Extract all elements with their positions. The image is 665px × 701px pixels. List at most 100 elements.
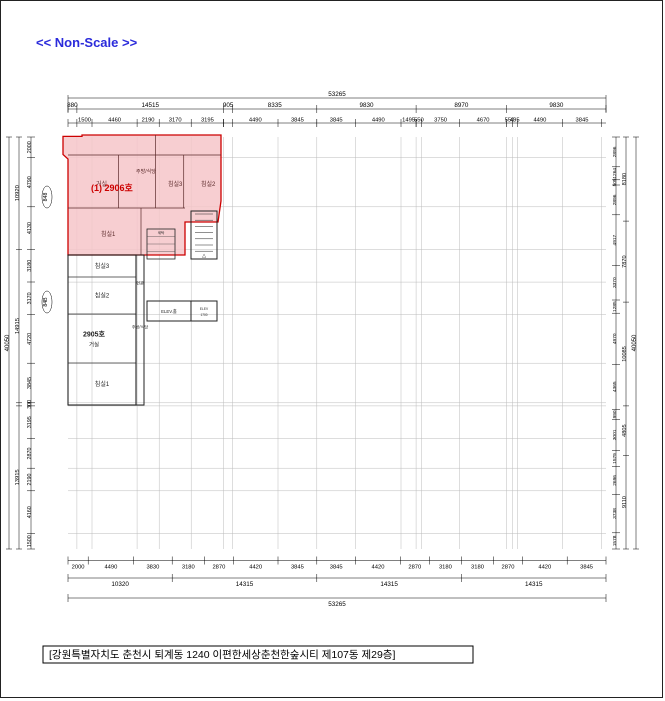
svg-text:40050: 40050 [5, 334, 11, 351]
svg-text:2870: 2870 [27, 448, 33, 460]
svg-text:주방/식당: 주방/식당 [136, 168, 156, 175]
svg-text:4490: 4490 [372, 118, 385, 124]
svg-text:1700: 1700 [200, 313, 207, 317]
svg-text:8970: 8970 [454, 102, 469, 109]
svg-text:3180: 3180 [182, 565, 195, 571]
svg-text:14315: 14315 [236, 581, 254, 588]
svg-text:2870: 2870 [212, 565, 225, 571]
svg-text:505: 505 [612, 178, 618, 186]
svg-text:2190: 2190 [142, 118, 155, 124]
svg-text:3170: 3170 [169, 118, 182, 124]
svg-text:[강원특별자치도 춘천시 퇴계동 1240 이편한세상춘천한: [강원특별자치도 춘천시 퇴계동 1240 이편한세상춘천한숲시티 제107동 … [49, 648, 395, 661]
svg-text:4420: 4420 [538, 565, 551, 571]
svg-text:990: 990 [612, 410, 618, 418]
svg-text:3845: 3845 [27, 377, 33, 389]
svg-text:1578: 1578 [612, 535, 618, 546]
svg-text:4805: 4805 [622, 424, 628, 436]
svg-text:4490: 4490 [533, 118, 546, 124]
svg-text:4420: 4420 [249, 565, 262, 571]
svg-text:3845: 3845 [291, 565, 304, 571]
svg-text:9830: 9830 [549, 102, 564, 109]
svg-text:3750: 3750 [434, 118, 447, 124]
svg-text:10320: 10320 [111, 581, 129, 588]
svg-text:4490: 4490 [104, 565, 117, 571]
svg-text:10085: 10085 [622, 346, 628, 362]
svg-text:2870: 2870 [408, 565, 421, 571]
svg-text:1500: 1500 [78, 118, 91, 124]
svg-text:1579: 1579 [612, 453, 618, 464]
svg-text:3180: 3180 [471, 565, 484, 571]
svg-text:9110: 9110 [622, 496, 628, 508]
svg-text:<< Non-Scale >>: << Non-Scale >> [36, 35, 138, 50]
svg-text:2870: 2870 [502, 565, 515, 571]
svg-text:1500: 1500 [27, 535, 33, 547]
svg-text:ELEV.홀: ELEV.홀 [161, 308, 177, 315]
svg-text:53265: 53265 [328, 601, 346, 608]
svg-text:4720: 4720 [27, 333, 33, 345]
svg-text:1264: 1264 [612, 168, 618, 179]
svg-text:2000: 2000 [72, 565, 85, 571]
svg-text:2190: 2190 [27, 474, 33, 486]
svg-text:3845: 3845 [576, 118, 589, 124]
svg-text:3830: 3830 [146, 565, 159, 571]
svg-text:3738: 3738 [612, 508, 618, 519]
svg-text:거실: 거실 [89, 341, 99, 349]
svg-text:침실3: 침실3 [168, 180, 183, 188]
svg-text:3845: 3845 [330, 118, 343, 124]
svg-text:3180: 3180 [27, 260, 33, 272]
svg-text:3001: 3001 [612, 429, 618, 440]
svg-text:2896: 2896 [612, 194, 618, 205]
svg-text:13915: 13915 [15, 469, 21, 485]
svg-text:4460: 4460 [108, 118, 121, 124]
svg-text:14315: 14315 [525, 581, 543, 588]
svg-text:3370: 3370 [612, 277, 618, 288]
svg-text:4490: 4490 [249, 118, 262, 124]
svg-text:침실1: 침실1 [101, 230, 116, 238]
svg-text:3195: 3195 [201, 118, 214, 124]
svg-text:△: △ [202, 253, 206, 259]
svg-text:3845: 3845 [291, 118, 304, 124]
svg-text:3170: 3170 [27, 292, 33, 304]
svg-text:4970: 4970 [612, 333, 618, 344]
svg-text:7870: 7870 [622, 255, 628, 267]
svg-text:40050: 40050 [632, 334, 638, 351]
svg-text:4130: 4130 [27, 222, 33, 234]
svg-text:848: 848 [43, 193, 49, 202]
svg-text:8335: 8335 [268, 102, 283, 109]
svg-text:3845: 3845 [330, 565, 343, 571]
svg-text:4160: 4160 [27, 506, 33, 518]
svg-text:14315: 14315 [380, 581, 398, 588]
svg-text:4420: 4420 [372, 565, 385, 571]
svg-text:침실3: 침실3 [95, 262, 110, 270]
svg-text:14515: 14515 [141, 102, 159, 109]
svg-text:905: 905 [223, 102, 234, 109]
svg-text:4917: 4917 [612, 234, 618, 245]
svg-text:2905호: 2905호 [83, 330, 106, 339]
svg-text:3180: 3180 [439, 565, 452, 571]
svg-text:침실2: 침실2 [201, 180, 216, 188]
svg-text:2696: 2696 [612, 475, 618, 486]
svg-text:4365: 4365 [612, 381, 618, 392]
svg-text:1285: 1285 [612, 301, 618, 312]
svg-text:주방/식당: 주방/식당 [132, 324, 149, 331]
svg-text:(1) 2906호: (1) 2906호 [91, 183, 134, 193]
svg-text:4790: 4790 [27, 176, 33, 188]
svg-text:현관: 현관 [136, 280, 144, 286]
svg-text:10920: 10920 [15, 185, 21, 201]
svg-text:ELEV: ELEV [200, 307, 209, 311]
svg-text:300: 300 [27, 400, 33, 409]
svg-text:495: 495 [510, 118, 520, 124]
svg-text:4670: 4670 [477, 118, 490, 124]
svg-text:2000: 2000 [27, 141, 33, 153]
svg-text:세탁: 세탁 [158, 230, 165, 235]
svg-text:8180: 8180 [622, 173, 628, 185]
svg-text:9830: 9830 [359, 102, 374, 109]
svg-text:880: 880 [67, 102, 78, 109]
svg-text:550: 550 [414, 118, 424, 124]
svg-text:14915: 14915 [15, 318, 21, 334]
svg-text:84B: 84B [43, 297, 49, 307]
svg-text:3195: 3195 [27, 416, 33, 428]
svg-text:53265: 53265 [328, 91, 346, 98]
svg-text:3845: 3845 [580, 565, 593, 571]
svg-text:침실2: 침실2 [95, 292, 110, 300]
